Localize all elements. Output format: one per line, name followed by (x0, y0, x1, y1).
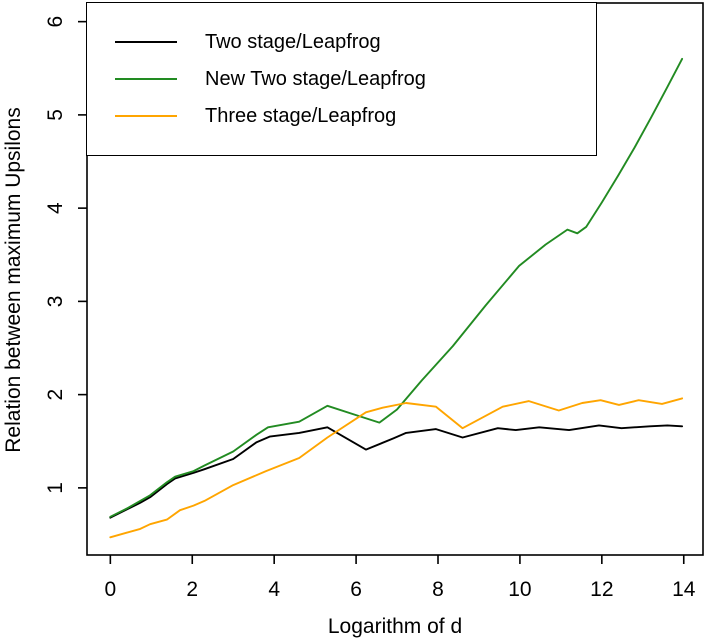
y-axis-label: Relation between maximum Upsilons (2, 107, 25, 453)
y-tick-label: 3 (44, 296, 67, 308)
series-lines (109, 57, 684, 539)
x-tick-label: 14 (672, 578, 696, 601)
y-axis-ticks: 1 2 3 4 5 6 (44, 16, 87, 494)
series-line-new-two-stage-leapfrog (109, 57, 684, 518)
legend-item: Three stage/Leapfrog (115, 105, 596, 128)
x-tick-label: 4 (268, 578, 280, 601)
x-axis-label: Logarithm of d (328, 615, 462, 638)
legend-line-sample-black (115, 41, 177, 43)
legend-line-sample-orange (115, 115, 177, 117)
x-tick-label: 8 (432, 578, 444, 601)
x-axis-ticks: 0 2 4 6 8 10 12 14 (105, 555, 696, 601)
series-line-three-stage-leapfrog (109, 397, 684, 539)
legend-item: Two stage/Leapfrog (115, 31, 596, 54)
legend-item-label: Two stage/Leapfrog (205, 30, 381, 53)
x-tick-label: 6 (350, 578, 362, 601)
legend-box: Two stage/Leapfrog New Two stage/Leapfro… (86, 2, 597, 156)
x-tick-label: 0 (105, 578, 117, 601)
x-tick-label: 12 (590, 578, 613, 601)
series-line-two-stage-leapfrog (109, 424, 684, 519)
y-tick-label: 4 (44, 202, 67, 214)
y-tick-label: 6 (44, 16, 67, 28)
x-tick-label: 10 (508, 578, 531, 601)
legend-item: New Two stage/Leapfrog (115, 68, 596, 91)
legend-line-sample-green (115, 78, 177, 80)
legend-item-label: New Two stage/Leapfrog (205, 67, 426, 90)
y-tick-label: 1 (44, 482, 67, 494)
x-tick-label: 2 (186, 578, 198, 601)
y-tick-label: 2 (44, 389, 67, 401)
legend-item-label: Three stage/Leapfrog (205, 104, 397, 127)
y-tick-label: 5 (44, 109, 67, 121)
